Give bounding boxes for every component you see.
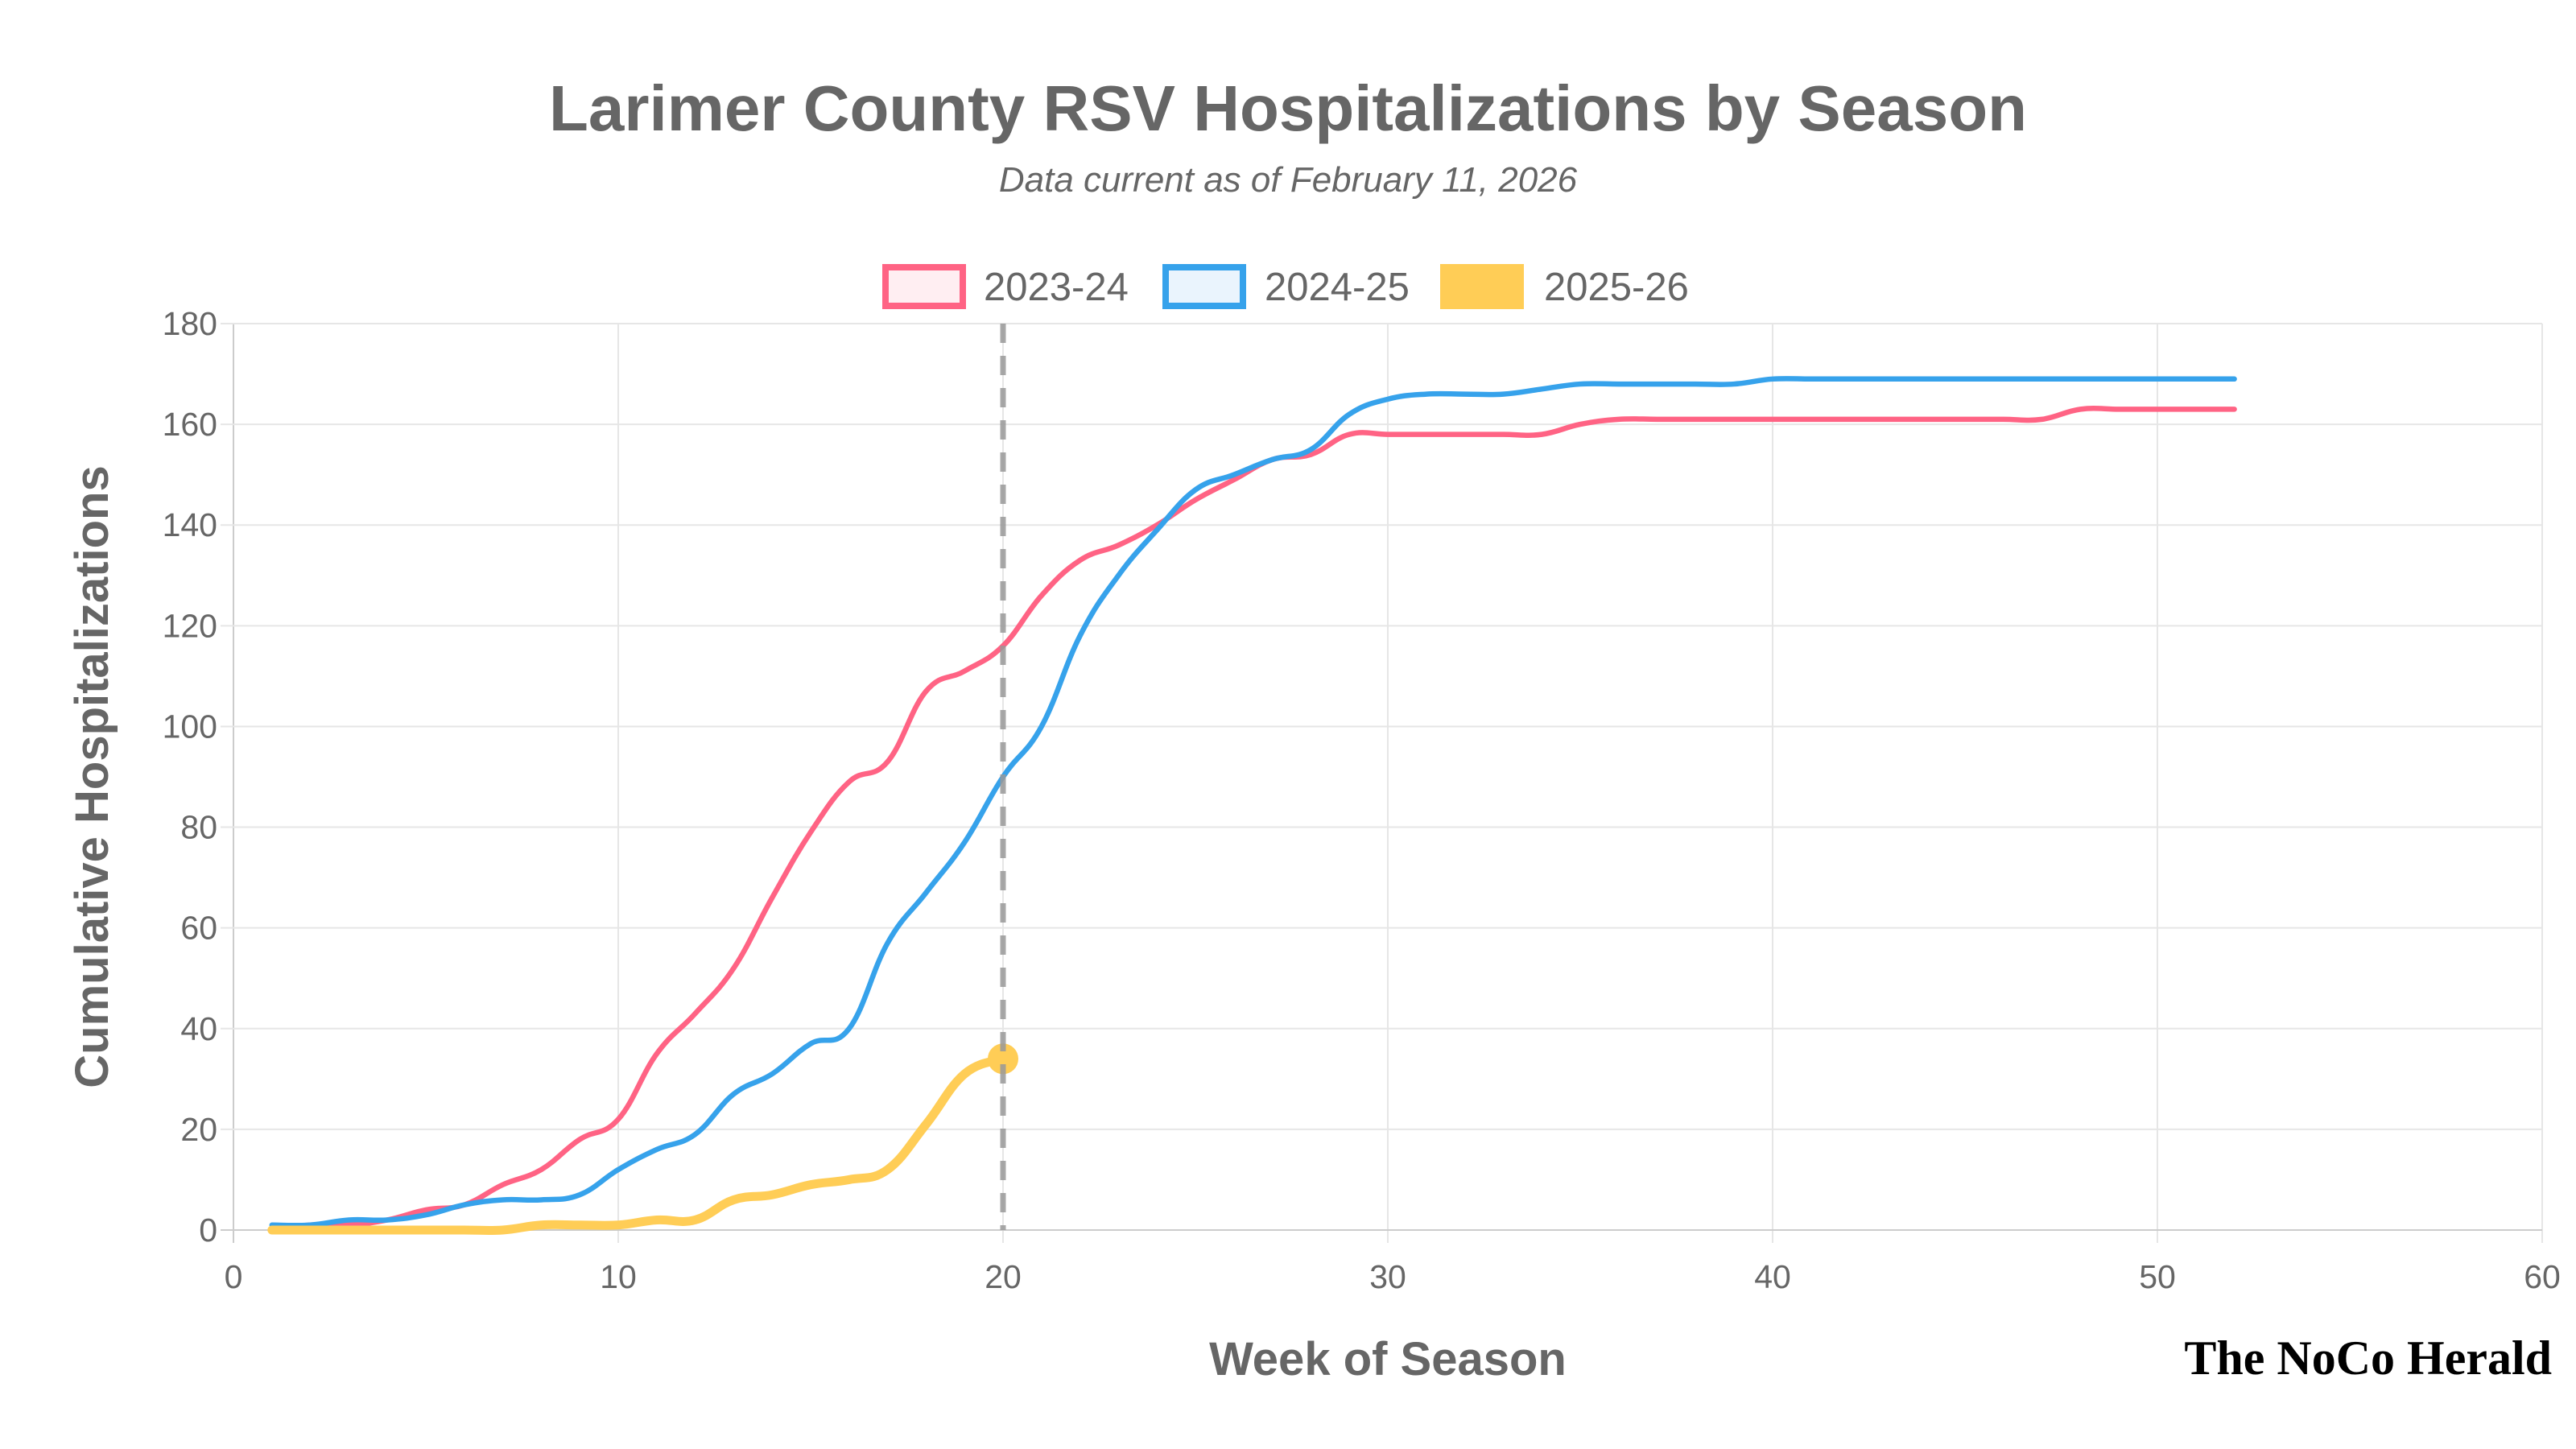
x-tick-label: 60 [2524, 1258, 2561, 1295]
y-axis-title: Cumulative Hospitalizations [66, 465, 118, 1088]
series-line-2024-25 [269, 376, 2237, 1228]
legend-swatch-2025-26 [1440, 264, 1524, 309]
legend-swatch-2023-24 [882, 264, 966, 309]
series-layer [267, 324, 2237, 1236]
latest-point-marker [988, 1043, 1018, 1075]
x-tick-label: 40 [1754, 1258, 1791, 1295]
y-tick-label: 80 [180, 809, 217, 846]
legend-label: 2023-24 [984, 266, 1129, 309]
y-tick-label: 0 [199, 1212, 217, 1249]
y-tick-label: 160 [163, 406, 217, 443]
legend-label: 2025-26 [1544, 266, 1689, 309]
y-tick-label: 40 [180, 1010, 217, 1047]
chart-title: Larimer County RSV Hospitalizations by S… [549, 72, 2027, 144]
series-line-2025-26 [267, 1054, 1008, 1236]
x-tick-label: 0 [225, 1258, 243, 1295]
y-tick-label: 120 [163, 607, 217, 644]
legend-swatch-2024-25 [1162, 264, 1246, 309]
legend: 2023-24 2024-25 2025-26 [882, 264, 1689, 309]
x-tick-label: 30 [1369, 1258, 1406, 1295]
x-tick-label: 50 [2139, 1258, 2176, 1295]
grid [221, 323, 2543, 1243]
y-tick-label: 180 [163, 305, 217, 342]
series-line-2023-24 [269, 405, 2237, 1233]
y-tick-label: 60 [180, 910, 217, 947]
x-tick-label: 20 [985, 1258, 1022, 1295]
y-tick-label: 140 [163, 506, 217, 543]
y-tick-label: 100 [163, 708, 217, 745]
logo-the-noco-herald: The NoCo Herald [2184, 1331, 2552, 1385]
x-tick-label: 10 [600, 1258, 637, 1295]
x-axis-title: Week of Season [1209, 1333, 1567, 1385]
y-tick-label: 20 [180, 1111, 217, 1148]
chart-subtitle: Data current as of February 11, 2026 [999, 160, 1578, 200]
axis-ticks: 0 10 20 30 40 50 60 0 20 40 60 80 100 120 140 160 180 [163, 305, 2561, 1295]
legend-label: 2024-25 [1265, 266, 1410, 309]
